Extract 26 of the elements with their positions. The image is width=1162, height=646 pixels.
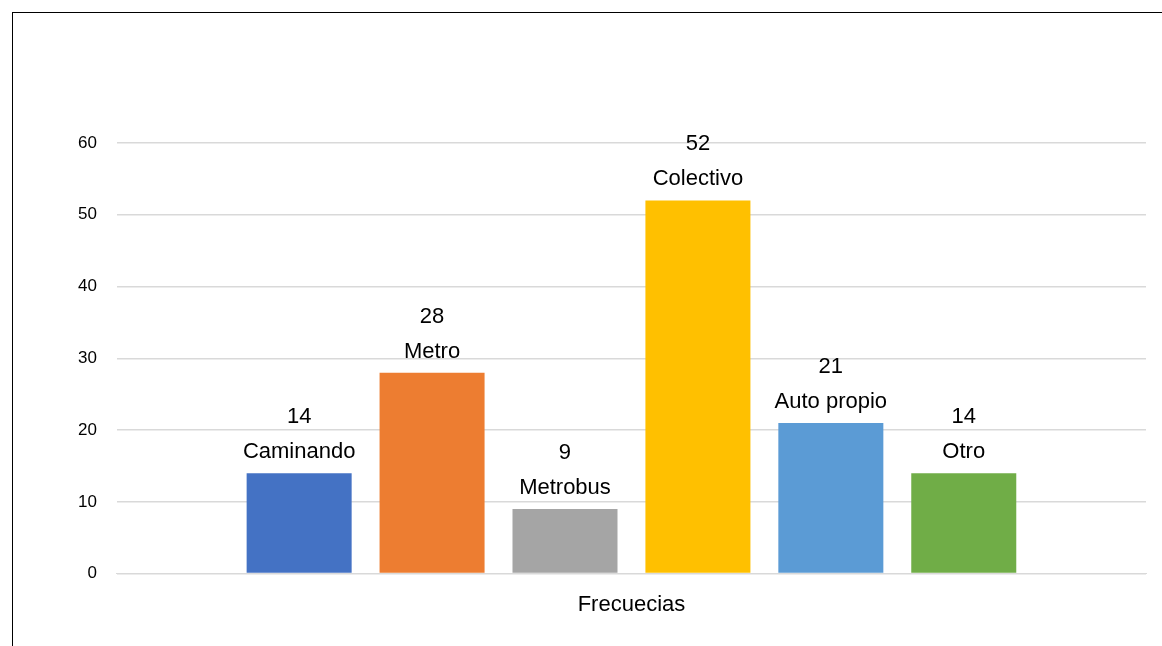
y-tick-label: 30 <box>77 347 97 367</box>
y-tick-label: 10 <box>77 491 97 511</box>
data-label: 21 <box>818 352 844 378</box>
series-label: Colectivo <box>652 165 744 191</box>
bar <box>512 509 618 573</box>
data-label: 14 <box>286 403 312 429</box>
data-label: 9 <box>558 439 572 465</box>
data-label: 28 <box>419 302 445 328</box>
y-tick-label: 40 <box>77 276 97 296</box>
y-tick-label: 60 <box>77 132 97 152</box>
series-label: Metro <box>403 337 461 363</box>
bar <box>246 473 352 573</box>
y-tick-label: 50 <box>77 204 97 224</box>
data-label: 14 <box>951 403 977 429</box>
x-tick-label: Frecuecias <box>577 590 686 616</box>
bar <box>778 422 884 573</box>
bar <box>379 372 485 573</box>
bar <box>911 473 1017 573</box>
y-tick-label: 20 <box>77 419 97 439</box>
series-label: Otro <box>942 438 986 464</box>
series-label: Caminando <box>242 438 356 464</box>
data-label: 52 <box>685 130 711 156</box>
bar <box>645 200 751 573</box>
series-label: Auto propio <box>774 387 888 413</box>
series-label: Metrobus <box>519 474 611 500</box>
y-tick-label: 0 <box>87 563 97 583</box>
